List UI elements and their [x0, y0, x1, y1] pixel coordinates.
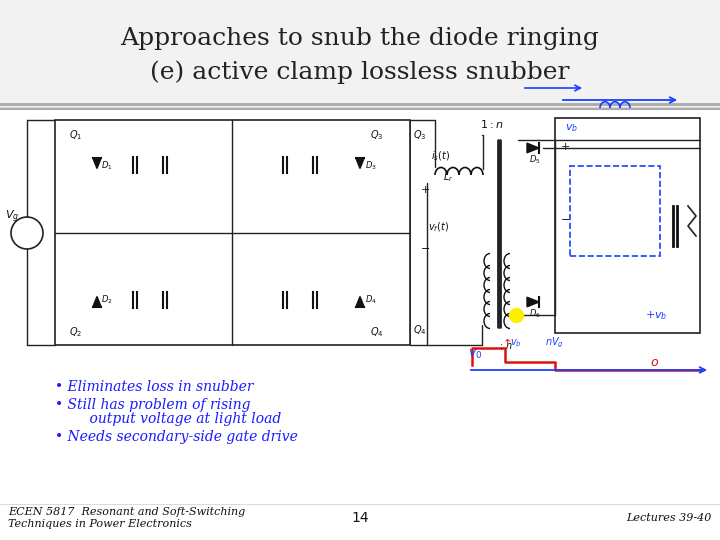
Text: $D_4$: $D_4$ — [365, 293, 377, 306]
Text: $v_f(t)$: $v_f(t)$ — [428, 220, 449, 234]
Polygon shape — [93, 296, 102, 307]
Text: Lectures 39-40: Lectures 39-40 — [626, 513, 712, 523]
Text: • Still has problem of rising: • Still has problem of rising — [55, 398, 251, 412]
Polygon shape — [527, 297, 539, 307]
Text: • Eliminates loss in snubber: • Eliminates loss in snubber — [55, 380, 253, 394]
Text: $v_0$: $v_0$ — [468, 348, 482, 361]
Text: $+$: $+$ — [560, 141, 570, 152]
Text: $-$: $-$ — [420, 242, 430, 252]
Text: $D_1$: $D_1$ — [101, 160, 112, 172]
Text: • Needs secondary-side gate drive: • Needs secondary-side gate drive — [55, 430, 298, 444]
Text: $V_g$: $V_g$ — [5, 208, 19, 225]
Text: $+$: $+$ — [420, 184, 430, 195]
Polygon shape — [356, 296, 364, 307]
Text: $L_r$: $L_r$ — [443, 170, 454, 184]
Text: $nV_g$: $nV_g$ — [545, 335, 564, 350]
Text: $D_3$: $D_3$ — [365, 160, 377, 172]
Text: $D_6$: $D_6$ — [529, 307, 541, 320]
Text: $i_s(t)$: $i_s(t)$ — [431, 149, 450, 163]
Text: $Q_3$: $Q_3$ — [370, 128, 384, 142]
Text: $Q_4$: $Q_4$ — [413, 323, 427, 337]
Text: $Q_1$: $Q_1$ — [69, 128, 82, 142]
Text: $: n$: $: n$ — [498, 341, 513, 351]
Text: $-$: $-$ — [560, 213, 570, 223]
Text: Approaches to snub the diode ringing: Approaches to snub the diode ringing — [120, 26, 600, 50]
Polygon shape — [356, 158, 364, 168]
Text: $Q_4$: $Q_4$ — [370, 325, 384, 339]
Polygon shape — [527, 143, 539, 153]
Text: $1 : n$: $1 : n$ — [480, 118, 503, 130]
Text: (e) active clamp lossless snubber: (e) active clamp lossless snubber — [150, 60, 570, 84]
Text: output voltage at light load: output voltage at light load — [72, 412, 282, 426]
Text: $\uparrow$: $\uparrow$ — [500, 336, 511, 349]
Bar — [555, 118, 700, 333]
Text: $Q_3$: $Q_3$ — [413, 128, 426, 142]
Bar — [570, 166, 660, 256]
Text: $D_5$: $D_5$ — [529, 153, 541, 165]
Text: $v_b$: $v_b$ — [510, 337, 522, 349]
Bar — [0, 0, 720, 108]
Polygon shape — [93, 158, 102, 168]
Text: $D_2$: $D_2$ — [101, 293, 112, 306]
Text: ECEN 5817  Resonant and Soft-Switching
Techniques in Power Electronics: ECEN 5817 Resonant and Soft-Switching Te… — [8, 507, 246, 529]
Text: $o$: $o$ — [650, 356, 659, 369]
Bar — [55, 120, 410, 345]
Text: $+ v_b$: $+ v_b$ — [645, 309, 667, 322]
Text: $v_b$: $v_b$ — [565, 122, 578, 134]
Text: $Q_2$: $Q_2$ — [69, 325, 82, 339]
Text: 14: 14 — [351, 511, 369, 525]
